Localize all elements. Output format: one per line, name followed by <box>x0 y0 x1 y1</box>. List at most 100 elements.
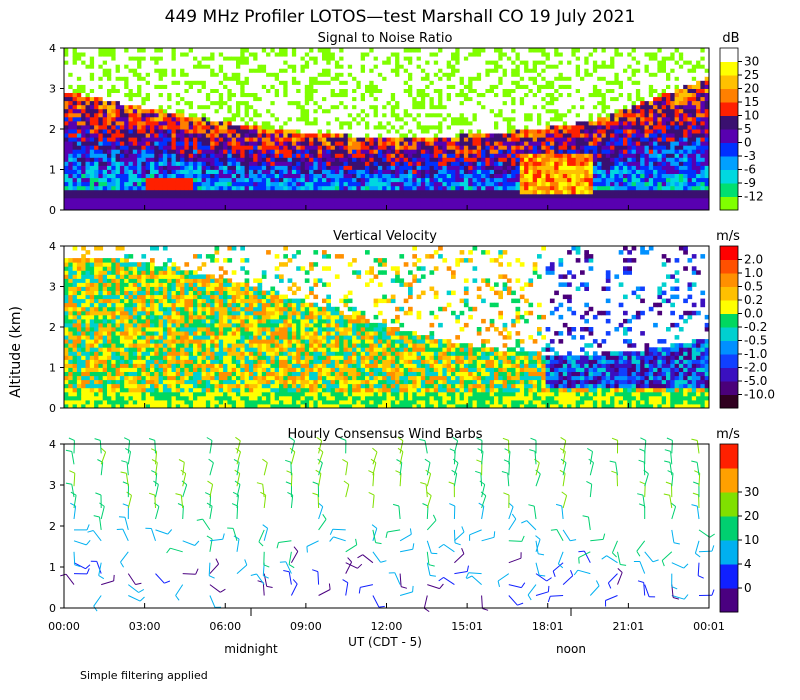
heat-cell <box>236 145 241 150</box>
heat-cell <box>524 116 529 122</box>
heat-cell <box>175 141 181 146</box>
heat-cell <box>356 137 362 142</box>
heat-cell <box>382 108 387 114</box>
heat-cell <box>382 149 387 154</box>
heat-cell <box>343 133 349 138</box>
heat-cell <box>468 104 473 110</box>
heat-cell <box>98 125 104 130</box>
heat-cell <box>455 80 460 85</box>
heat-cell <box>420 193 426 199</box>
heat-cell <box>519 197 525 203</box>
heat-cell <box>141 125 147 130</box>
heat-cell <box>145 153 151 158</box>
heat-cell <box>395 125 400 130</box>
heat-cell <box>571 72 577 77</box>
heat-cell <box>339 88 344 93</box>
heat-cell <box>205 173 211 179</box>
heat-cell <box>571 181 577 187</box>
heat-cell <box>162 189 168 195</box>
heat-cell <box>554 165 559 170</box>
heat-cell <box>115 181 121 187</box>
heat-cell <box>193 181 198 187</box>
heat-cell <box>85 100 91 106</box>
heat-cell <box>94 153 99 158</box>
heat-cell <box>502 165 508 170</box>
heat-cell <box>489 157 495 162</box>
heat-cell <box>89 84 95 89</box>
heat-cell <box>352 153 357 158</box>
heat-cell <box>291 52 297 57</box>
heat-cell <box>433 64 439 69</box>
heat-cell <box>365 161 370 166</box>
heat-cell <box>502 133 508 138</box>
heat-cell <box>365 185 370 191</box>
heat-cell <box>81 100 86 106</box>
heat-cell <box>506 193 512 199</box>
heat-cell <box>365 201 370 207</box>
heat-cell <box>240 137 245 142</box>
heat-cell <box>597 181 602 187</box>
heat-cell <box>442 129 448 134</box>
heat-cell <box>68 169 73 174</box>
heat-cell <box>132 76 138 81</box>
heat-cell <box>124 52 129 57</box>
heat-cell <box>494 96 499 102</box>
heat-cell <box>291 177 297 183</box>
heat-cell <box>150 125 155 130</box>
heat-cell <box>382 153 387 158</box>
heat-cell <box>279 173 284 179</box>
heat-cell <box>395 137 400 142</box>
heat-cell <box>231 52 237 57</box>
heat-cell <box>498 108 503 114</box>
heat-cell <box>111 112 116 118</box>
heat-cell <box>451 104 456 110</box>
heat-cell <box>373 92 379 98</box>
heat-cell <box>541 60 546 65</box>
heat-cell <box>412 52 417 57</box>
heat-cell <box>296 181 301 187</box>
heat-cell <box>597 141 602 146</box>
heat-cell <box>468 185 473 191</box>
heat-cell <box>412 153 417 158</box>
heat-cell <box>515 104 521 110</box>
heat-cell <box>128 181 134 187</box>
heat-cell <box>175 64 181 69</box>
heat-cell <box>326 68 331 73</box>
heat-cell <box>261 68 267 73</box>
heat-cell <box>390 201 396 207</box>
heat-cell <box>489 145 495 150</box>
heat-cell <box>472 76 478 81</box>
heat-cell <box>377 84 383 89</box>
heat-cell <box>339 68 344 73</box>
heat-cell <box>519 56 525 61</box>
heat-cell <box>438 149 443 154</box>
heat-cell <box>188 56 194 61</box>
heat-cell <box>248 116 254 122</box>
heat-cell <box>519 125 525 130</box>
heat-cell <box>175 161 181 166</box>
heat-cell <box>347 189 353 195</box>
heat-cell <box>158 104 164 110</box>
heat-cell <box>567 145 572 150</box>
heat-cell <box>442 181 448 187</box>
heat-cell <box>81 153 86 158</box>
heat-cell <box>377 201 383 207</box>
heat-cell <box>459 161 465 166</box>
heat-cell <box>107 56 112 61</box>
heat-cell <box>365 52 370 57</box>
heat-cell <box>580 108 585 114</box>
heat-cell <box>382 56 387 61</box>
heat-cell <box>584 116 589 122</box>
heat-cell <box>433 205 439 210</box>
heat-cell <box>537 100 542 106</box>
heat-cell <box>304 52 310 57</box>
heat-cell <box>524 104 529 110</box>
heat-cell <box>180 96 185 102</box>
heat-cell <box>541 189 546 195</box>
heat-cell <box>420 72 426 77</box>
heat-cell <box>558 112 564 118</box>
heat-cell <box>72 84 78 89</box>
heat-cell <box>343 68 349 73</box>
heat-cell <box>266 92 271 98</box>
heat-cell <box>502 104 508 110</box>
